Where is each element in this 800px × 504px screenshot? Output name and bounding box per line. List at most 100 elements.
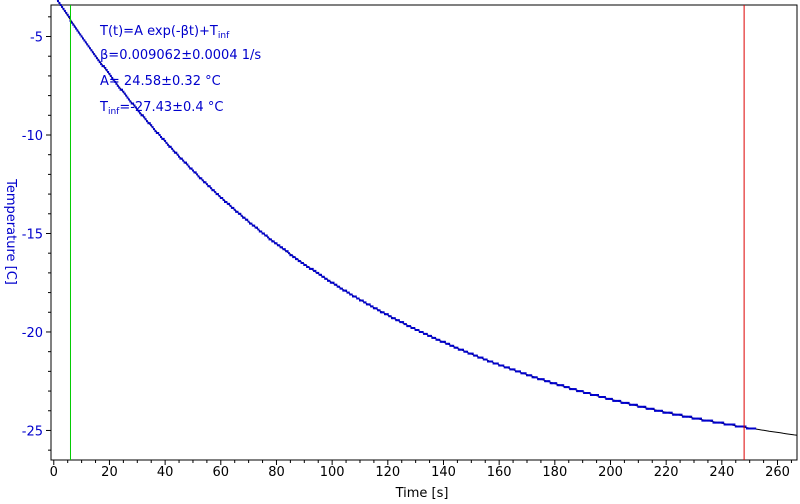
data-point (269, 238, 272, 241)
data-point (681, 415, 684, 418)
data-point (673, 413, 676, 416)
data-point (609, 397, 612, 400)
data-point (580, 390, 583, 393)
data-point (737, 425, 740, 428)
data-point (311, 267, 314, 270)
data-point (516, 370, 519, 373)
data-point (713, 421, 716, 424)
data-point (533, 376, 535, 379)
annotation-formula-main: T(t)=A exp(-βt)+T (99, 24, 218, 39)
y-axis-title: Temperature [C] (3, 178, 18, 285)
data-point (616, 399, 619, 402)
data-point (665, 411, 668, 414)
data-point (249, 222, 251, 225)
data-point (443, 340, 446, 343)
data-point (688, 415, 691, 418)
data-point (612, 399, 615, 402)
data-point (104, 67, 107, 69)
data-point (254, 226, 257, 229)
data-point (528, 374, 531, 377)
data-point (179, 157, 182, 160)
data-point (119, 88, 122, 91)
data-point (76, 29, 79, 32)
data-point (644, 405, 647, 408)
data-point (416, 329, 418, 331)
data-point (560, 384, 563, 387)
data-point (477, 356, 480, 359)
data-point (455, 346, 457, 349)
x-tick-label-60: 60 (213, 465, 230, 480)
data-point (514, 370, 517, 373)
data-point (197, 175, 200, 178)
data-point (519, 370, 521, 373)
data-point (391, 317, 393, 320)
data-point (192, 169, 194, 172)
y-axis-ticks: -5 -10 -15 -20 -25 (22, 16, 51, 451)
data-point (97, 59, 100, 62)
data-point (445, 342, 448, 345)
data-point (310, 267, 313, 270)
data-point (709, 419, 712, 422)
data-point (698, 417, 701, 420)
data-point (235, 210, 238, 213)
data-point (187, 165, 190, 168)
data-point (702, 419, 705, 422)
data-point (402, 321, 405, 324)
annotation-tinf-prefix: T (99, 100, 108, 115)
data-point (751, 427, 754, 430)
data-point (215, 193, 218, 196)
data-point (264, 234, 267, 237)
data-point (68, 15, 71, 18)
data-point (463, 350, 466, 353)
data-point (90, 49, 93, 52)
data-point (285, 250, 288, 253)
data-point (617, 399, 620, 402)
data-point (438, 338, 441, 341)
data-point (718, 421, 721, 424)
data-point (705, 419, 708, 422)
data-point (218, 195, 221, 198)
data-point (73, 25, 76, 28)
data-point (114, 80, 116, 83)
data-point (378, 309, 381, 312)
data-point (549, 382, 552, 385)
data-point (635, 403, 638, 406)
data-point (350, 293, 353, 296)
data-point (261, 232, 264, 235)
data-point (726, 423, 729, 426)
data-point (485, 358, 488, 361)
data-point (395, 319, 398, 322)
data-point (357, 297, 360, 300)
data-point (134, 106, 137, 109)
data-point (630, 403, 633, 406)
data-point (658, 409, 661, 412)
data-point (336, 285, 339, 288)
data-point (620, 401, 623, 404)
data-point (446, 342, 449, 345)
data-point (428, 334, 431, 337)
data-point (631, 403, 634, 406)
data-point (423, 332, 425, 335)
data-point (150, 124, 153, 127)
data-point (590, 394, 592, 396)
data-point (434, 336, 437, 339)
x-tick-label-140: 140 (431, 465, 456, 480)
data-point (503, 366, 506, 369)
data-point (367, 303, 370, 306)
data-point (697, 417, 700, 420)
data-point (166, 143, 169, 146)
data-point (200, 177, 203, 180)
data-point (290, 254, 293, 257)
data-point (66, 13, 69, 16)
data-point (190, 167, 193, 170)
data-point (432, 336, 435, 339)
data-point (652, 407, 655, 410)
data-point (535, 376, 538, 379)
data-point (531, 376, 534, 379)
data-point (599, 396, 602, 398)
data-point (626, 401, 629, 404)
y-tick-label--20: -20 (22, 326, 43, 341)
data-point (127, 98, 130, 101)
data-point (413, 327, 416, 329)
data-point (333, 283, 336, 286)
